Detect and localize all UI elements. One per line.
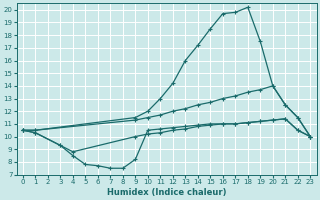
X-axis label: Humidex (Indice chaleur): Humidex (Indice chaleur) — [107, 188, 226, 197]
